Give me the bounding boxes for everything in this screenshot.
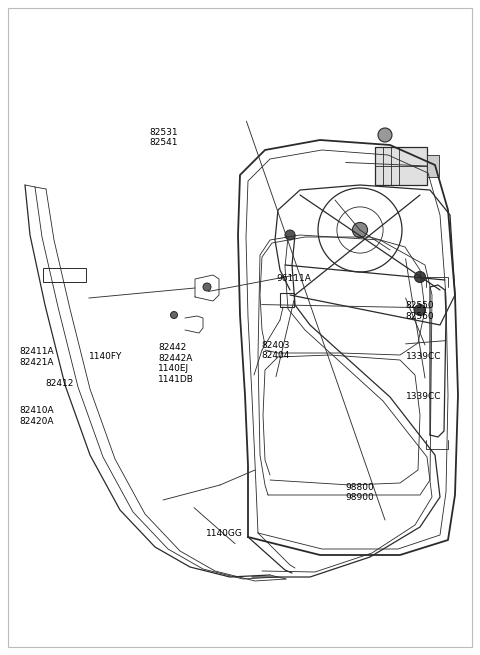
Circle shape (285, 230, 295, 240)
Text: 82550
82560: 82550 82560 (406, 301, 434, 321)
Circle shape (415, 272, 425, 282)
Text: 82410A
82420A: 82410A 82420A (19, 406, 54, 426)
Circle shape (415, 305, 425, 316)
Text: 1140FY: 1140FY (89, 352, 122, 362)
Text: 96111A: 96111A (276, 274, 311, 283)
Bar (43, 268, 86, 282)
Text: 82531
82541: 82531 82541 (149, 128, 178, 147)
Bar (427, 155, 439, 177)
Circle shape (203, 283, 211, 291)
Text: 82411A
82421A: 82411A 82421A (19, 347, 54, 367)
Text: 1339CC: 1339CC (406, 352, 441, 362)
Text: 1140GG: 1140GG (206, 529, 243, 538)
Text: 82442
82442A
1140EJ
1141DB: 82442 82442A 1140EJ 1141DB (158, 343, 194, 384)
Bar (280, 293, 294, 307)
Text: 98800
98900: 98800 98900 (346, 483, 374, 502)
Bar (375, 147, 427, 185)
Circle shape (352, 223, 368, 238)
Circle shape (170, 312, 178, 318)
Text: 82412: 82412 (46, 379, 74, 388)
Text: 82403
82404: 82403 82404 (262, 341, 290, 360)
Circle shape (378, 128, 392, 142)
Text: 1339CC: 1339CC (406, 392, 441, 401)
